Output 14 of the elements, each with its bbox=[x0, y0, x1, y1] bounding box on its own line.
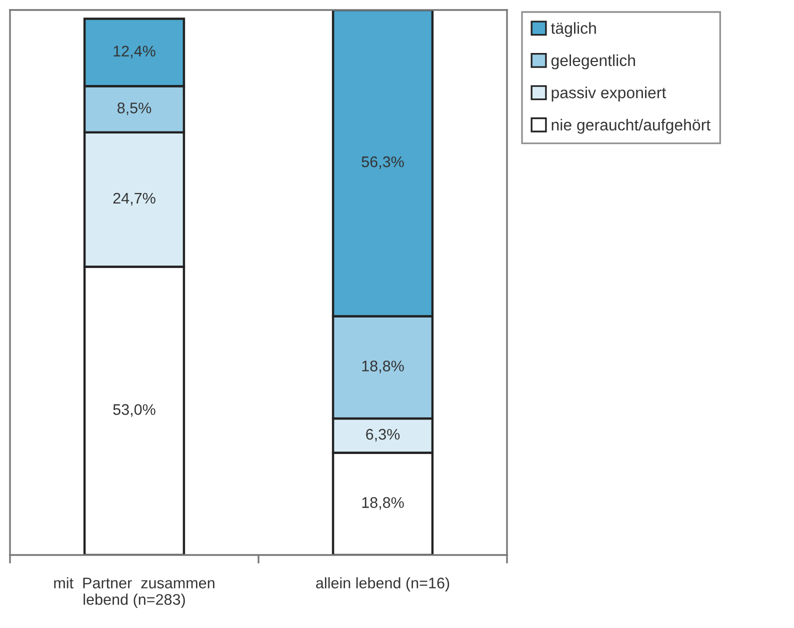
legend-label: gelegentlich bbox=[551, 54, 635, 70]
data-label: 53,0% bbox=[113, 404, 156, 417]
data-label: 24,7% bbox=[113, 192, 156, 206]
legend-label: passiv exponiert bbox=[552, 86, 666, 102]
data-label: 18,8% bbox=[362, 360, 404, 374]
x-tick-label: allein lebend (n=16) bbox=[316, 577, 450, 592]
data-label: 8,5% bbox=[118, 102, 152, 116]
legend-label: nie geraucht/aufgehört bbox=[552, 118, 710, 134]
data-label: 12,4% bbox=[114, 46, 156, 58]
data-label: 6,3% bbox=[366, 428, 400, 442]
data-label: 18,8% bbox=[362, 497, 404, 510]
x-tick-label: mit Partner zusammen lebend (n=283) bbox=[54, 577, 214, 608]
legend-label: täglich bbox=[550, 22, 596, 38]
data-label: 56,3% bbox=[362, 156, 404, 170]
